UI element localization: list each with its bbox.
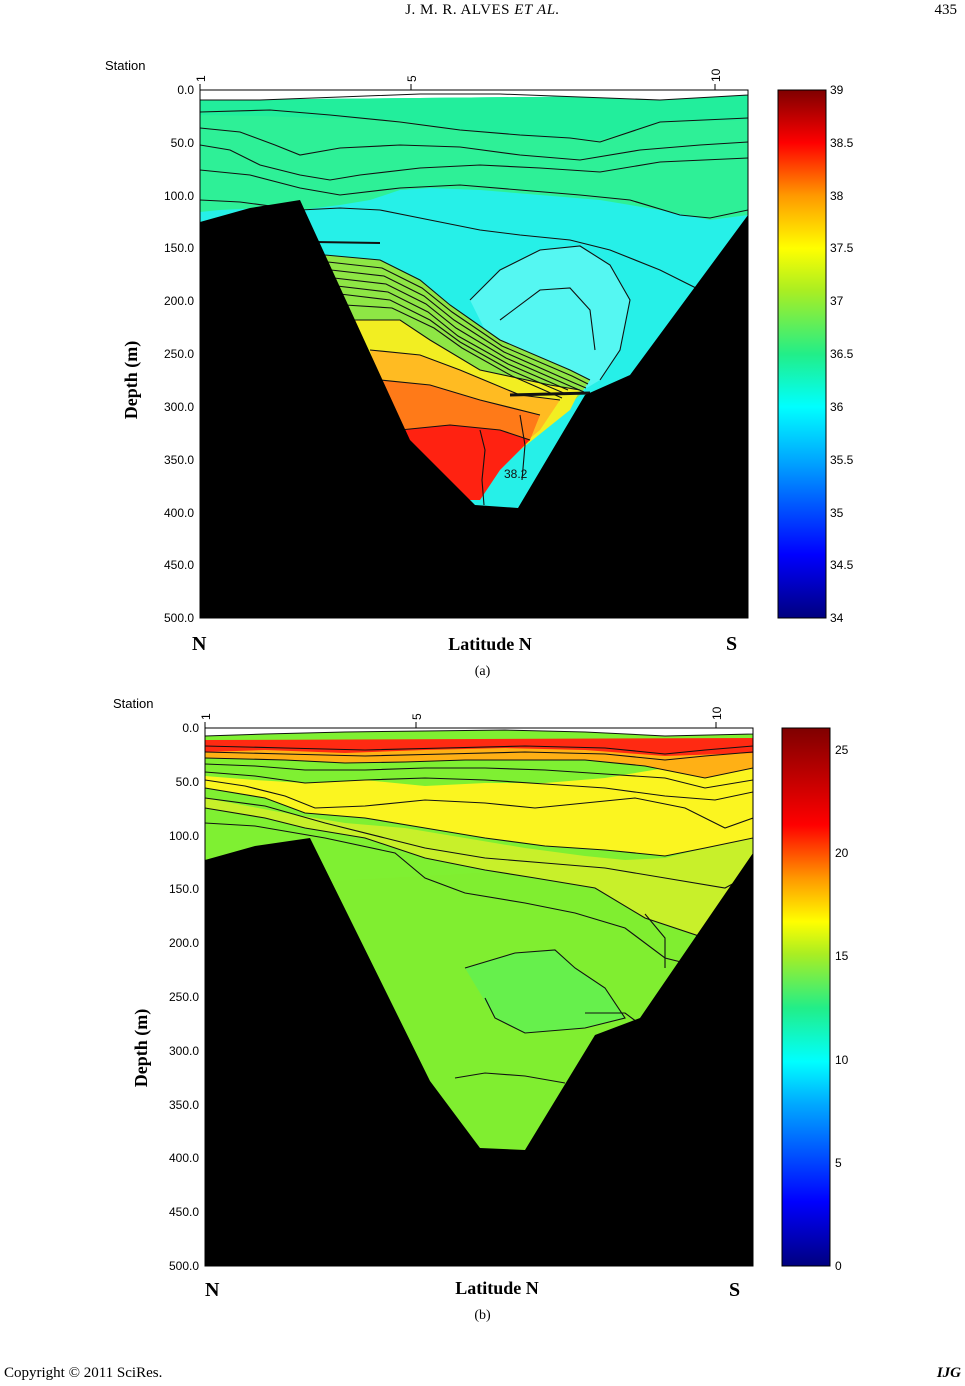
station-label: Station (105, 58, 145, 73)
depth-tick: 50.0 (176, 775, 200, 789)
colorbar-tick: 15 (835, 949, 849, 963)
north-label: N (205, 1279, 220, 1300)
depth-tick: 350.0 (164, 453, 194, 467)
depth-tick: 300.0 (164, 400, 194, 414)
depth-tick: 200.0 (164, 294, 194, 308)
depth-tick: 500.0 (169, 1259, 199, 1273)
depth-tick: 150.0 (169, 882, 199, 896)
colorbar-tick: 37.5 (830, 241, 854, 255)
depth-tick: 100.0 (164, 189, 194, 203)
figure-b-plot: Station (113, 696, 849, 1300)
colorbar-tick: 10 (835, 1053, 849, 1067)
station-tick-5: 5 (405, 75, 419, 82)
page-number: 435 (934, 2, 958, 18)
y-axis-label: Depth (m) (131, 1009, 152, 1088)
caption-b: (b) (474, 1308, 491, 1323)
x-axis-label: Latitude N (448, 634, 532, 654)
station-axis: 1 5 10 (199, 706, 724, 728)
colorbar-tick: 20 (835, 846, 849, 860)
station-axis: 1 5 10 (194, 68, 723, 90)
section-field: 38.2 (200, 90, 748, 618)
colorbar-ticks: 25 20 15 10 5 0 (835, 743, 849, 1273)
depth-tick: 500.0 (164, 611, 194, 625)
depth-tick: 150.0 (164, 241, 194, 255)
footer-copyright: Copyright © 2011 SciRes. (4, 1365, 163, 1381)
section-field (205, 728, 753, 1266)
station-tick-10: 10 (710, 706, 724, 720)
depth-tick: 250.0 (169, 990, 199, 1004)
colorbar-tick: 25 (835, 743, 849, 757)
figure-a: Station (100, 50, 870, 658)
depth-axis: 0.0 50.0 100.0 150.0 200.0 250.0 300.0 3… (169, 721, 199, 1273)
station-tick-1: 1 (194, 75, 208, 82)
colorbar-tick: 34.5 (830, 558, 854, 572)
depth-tick: 0.0 (182, 721, 199, 735)
depth-tick: 200.0 (169, 936, 199, 950)
depth-tick: 400.0 (164, 506, 194, 520)
depth-tick: 300.0 (169, 1044, 199, 1058)
south-label: S (726, 633, 737, 655)
depth-tick: 450.0 (164, 558, 194, 572)
station-label: Station (113, 696, 153, 711)
depth-tick: 350.0 (169, 1098, 199, 1112)
colorbar-tick: 34 (830, 611, 844, 625)
y-axis-label: Depth (m) (121, 341, 142, 420)
colorbar-tick: 36 (830, 400, 844, 414)
station-tick-5: 5 (410, 713, 424, 720)
colorbar-tick: 37 (830, 294, 844, 308)
contour-label: 38.2 (504, 467, 528, 481)
colorbar-tick: 38.5 (830, 136, 854, 150)
figure-a-plot: Station (105, 58, 854, 655)
depth-axis: 0.0 50.0 100.0 150.0 200.0 250.0 300.0 3… (164, 83, 194, 625)
colorbar-tick: 38 (830, 189, 844, 203)
depth-tick: 250.0 (164, 347, 194, 361)
depth-tick: 0.0 (177, 83, 194, 97)
depth-tick: 100.0 (169, 829, 199, 843)
colorbar (777, 89, 827, 619)
colorbar-tick: 0 (835, 1259, 842, 1273)
colorbar-tick: 35 (830, 506, 844, 520)
south-label: S (729, 1279, 740, 1300)
colorbar-tick: 36.5 (830, 347, 854, 361)
caption-a: (a) (474, 664, 491, 679)
depth-tick: 400.0 (169, 1151, 199, 1165)
station-tick-10: 10 (709, 68, 723, 82)
colorbar-tick: 39 (830, 83, 844, 97)
running-head-authors: J. M. R. ALVES (405, 2, 511, 18)
x-axis-label: Latitude N (455, 1278, 539, 1298)
colorbar-tick: 5 (835, 1156, 842, 1170)
running-head: J. M. R. ALVES ET AL. (0, 2, 965, 19)
figure-b: Station (105, 688, 875, 1300)
colorbar-tick: 35.5 (830, 453, 854, 467)
running-head-al: AL. (537, 2, 560, 18)
depth-tick: 450.0 (169, 1205, 199, 1219)
north-label: N (192, 633, 207, 655)
station-tick-1: 1 (199, 713, 213, 720)
depth-tick: 50.0 (171, 136, 195, 150)
colorbar (781, 727, 831, 1267)
running-head-et: ET (514, 2, 533, 18)
colorbar-ticks: 39 38.5 38 37.5 37 36.5 36 35.5 35 34.5 … (830, 83, 854, 625)
footer-journal: IJG (936, 1365, 961, 1381)
